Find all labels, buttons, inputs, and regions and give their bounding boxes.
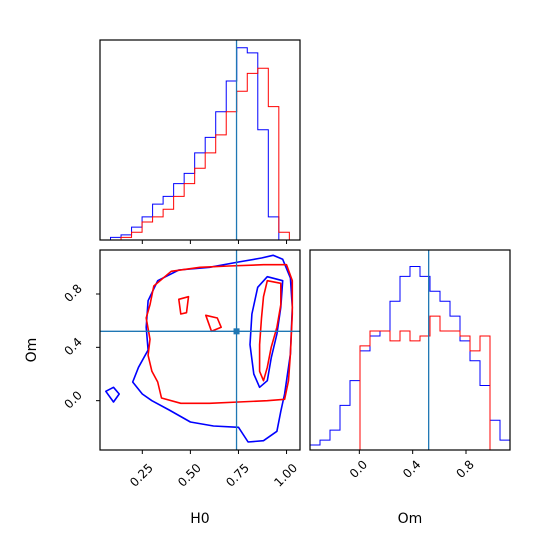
joint-frame — [99, 249, 301, 451]
h0-xlabel: H0 — [190, 511, 209, 527]
h0-hist-frame — [99, 39, 301, 241]
om-ytick-label: 0.4 — [61, 335, 84, 358]
h0-xtick-label: 0.50 — [175, 461, 204, 490]
om-ytick-label: 0.8 — [61, 281, 84, 304]
contour-red — [178, 295, 190, 315]
om-xtick-label: 0.0 — [347, 457, 370, 480]
om-hist-blue — [310, 266, 510, 450]
h0-xtick-label: 0.25 — [127, 461, 156, 490]
om-xlabel: Om — [398, 511, 423, 527]
om-ytick-label: 0.0 — [61, 388, 84, 411]
om-hist-group — [310, 266, 510, 450]
contour-red — [205, 314, 222, 333]
h0-xtick-label: 0.75 — [223, 461, 252, 490]
contour-red — [258, 279, 282, 382]
om-xtick-label: 0.8 — [453, 457, 476, 480]
truth-marker — [233, 328, 240, 335]
om-xtick-label: 0.4 — [400, 457, 423, 480]
h0-hist-blue — [100, 47, 300, 240]
h0-xtick-label: 1.00 — [271, 461, 300, 490]
joint-group — [105, 254, 294, 443]
h0-hist-group — [100, 47, 300, 240]
om-hist-frame — [309, 249, 511, 451]
contour-red — [145, 263, 294, 405]
contour-blue — [131, 254, 294, 443]
h0-hist-red — [100, 67, 300, 240]
om-hist-red — [310, 315, 510, 450]
om-ylabel: Om — [24, 338, 40, 363]
contour-blue — [105, 386, 120, 403]
